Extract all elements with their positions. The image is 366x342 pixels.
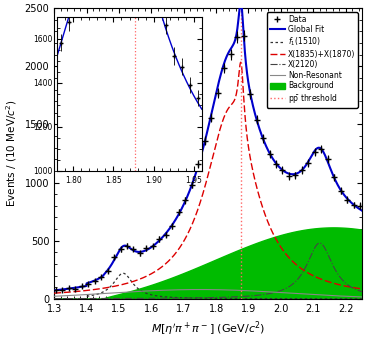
X-axis label: $M[\eta'\pi^+\pi^-]$ (GeV/$c^2$): $M[\eta'\pi^+\pi^-]$ (GeV/$c^2$) [151, 319, 265, 338]
Y-axis label: Events / (10 MeV/$c^2$): Events / (10 MeV/$c^2$) [4, 100, 19, 208]
Legend: Data, Global Fit, $f_1$(1510), X(1835)+X(1870), X(2120), Non-Resonant, Backgroun: Data, Global Fit, $f_1$(1510), X(1835)+X… [267, 12, 358, 107]
